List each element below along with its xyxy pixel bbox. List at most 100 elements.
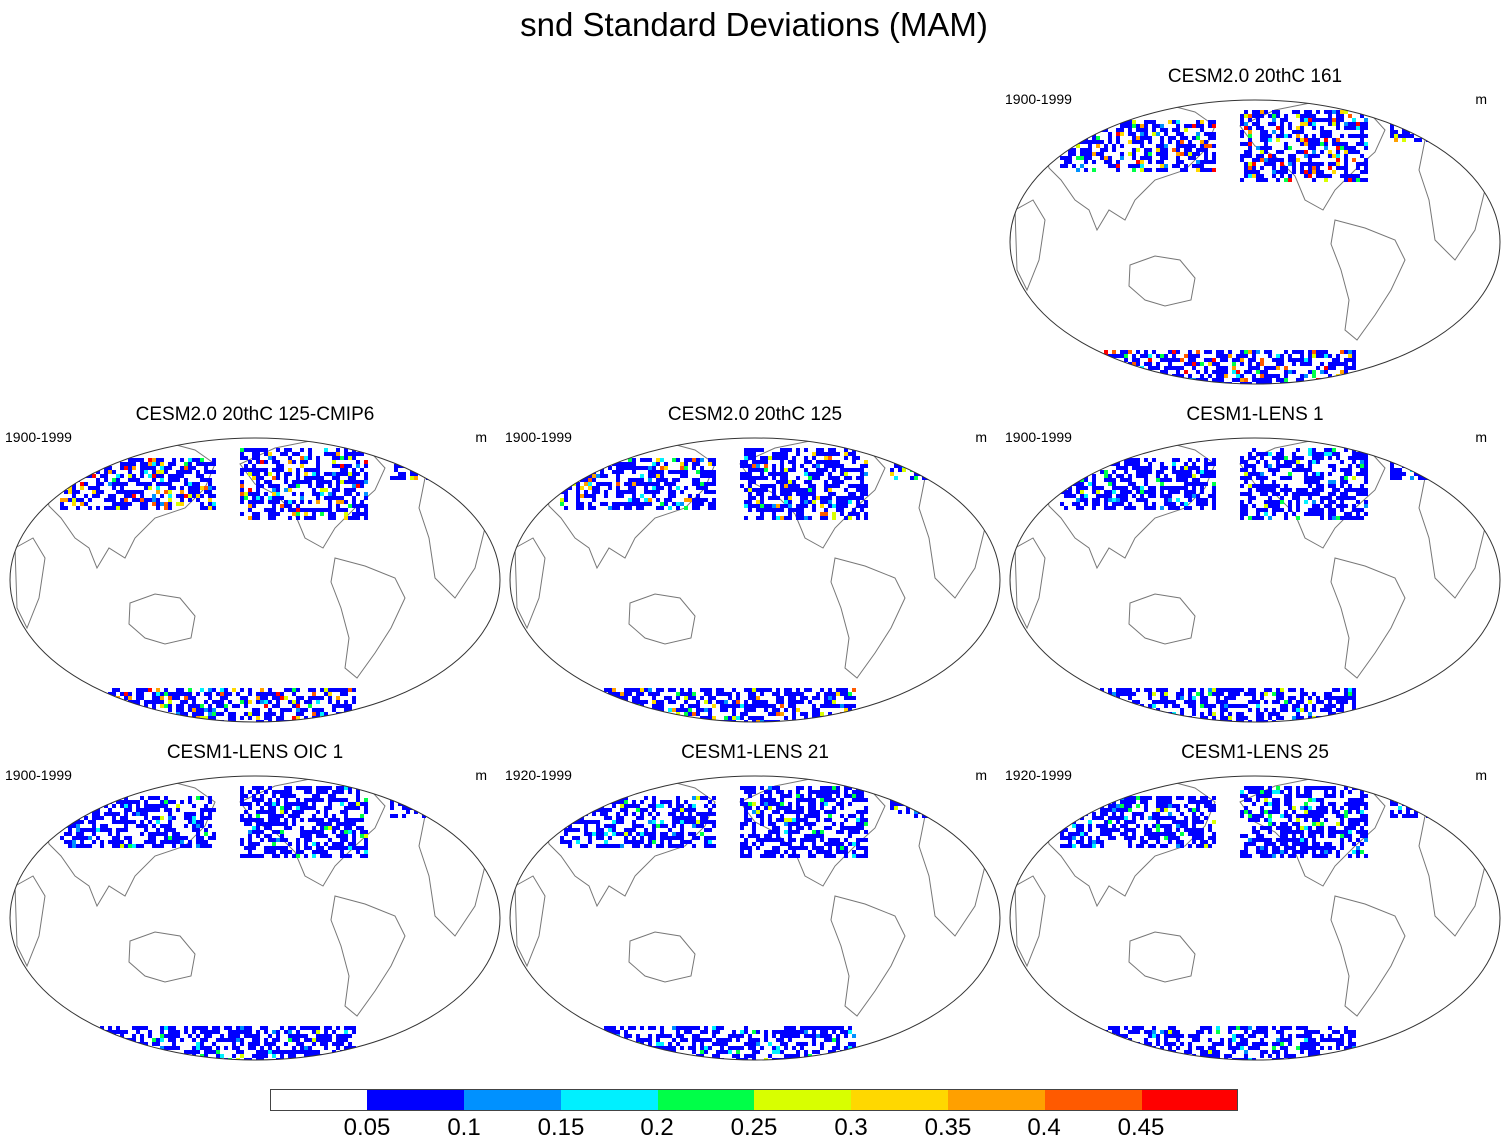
snow-cell	[196, 708, 200, 712]
snow-cell	[136, 720, 140, 722]
snow-cell	[1120, 362, 1124, 366]
snow-cell	[772, 512, 776, 516]
snow-cell	[1348, 688, 1352, 692]
snow-cell	[320, 488, 324, 492]
snow-cell	[1418, 122, 1422, 126]
snow-cell	[280, 794, 284, 798]
snow-cell	[1352, 118, 1356, 122]
snow-cell	[692, 478, 696, 482]
snow-cell	[92, 796, 96, 800]
snow-cell	[1348, 174, 1352, 178]
snow-cell	[1328, 452, 1332, 456]
snow-cell	[136, 482, 140, 486]
snow-cell	[1180, 486, 1184, 490]
snow-cell	[788, 512, 792, 516]
snow-cell	[716, 688, 720, 692]
snow-cell	[348, 846, 352, 850]
snow-cell	[276, 854, 280, 858]
snow-cell	[1272, 468, 1276, 472]
snow-cell	[96, 470, 100, 474]
snow-cell	[300, 818, 304, 822]
snow-cell	[136, 458, 140, 462]
snow-cell	[1316, 162, 1320, 166]
snow-cell	[816, 472, 820, 476]
snow-cell	[248, 850, 252, 854]
snow-cell	[68, 478, 72, 482]
snow-cell	[808, 516, 812, 520]
snow-cell	[236, 1046, 240, 1050]
snow-cell	[640, 506, 644, 510]
snow-cell	[848, 696, 852, 700]
snow-cell	[292, 484, 296, 488]
snow-cell	[812, 504, 816, 508]
panel-units: m	[1475, 429, 1487, 445]
snow-cell	[1316, 460, 1320, 464]
snow-cell	[812, 456, 816, 460]
snow-cell	[168, 1034, 172, 1038]
snow-cell	[1068, 120, 1072, 124]
snow-cell	[204, 808, 208, 812]
snow-cell	[632, 720, 636, 722]
snow-cell	[276, 1050, 280, 1054]
snow-cell	[188, 696, 192, 700]
snow-cell	[1252, 162, 1256, 166]
snow-cell	[1320, 700, 1324, 704]
snow-cell	[1268, 378, 1272, 382]
snow-cell	[696, 470, 700, 474]
snow-cell	[1208, 160, 1212, 164]
snow-cell	[252, 786, 256, 790]
snow-cell	[200, 820, 204, 824]
snow-cell	[284, 826, 288, 830]
snow-cell	[276, 798, 280, 802]
snow-cell	[320, 786, 324, 790]
snow-cell	[1072, 470, 1076, 474]
snow-cell	[132, 1038, 136, 1042]
snow-cell	[1064, 494, 1068, 498]
snow-cell	[292, 452, 296, 456]
snow-cell	[664, 466, 668, 470]
snow-cell	[1264, 464, 1268, 468]
snow-cell	[1332, 448, 1336, 452]
snow-cell	[192, 824, 196, 828]
snow-cell	[680, 470, 684, 474]
snow-cell	[1284, 464, 1288, 468]
snow-cell	[1344, 504, 1348, 508]
snow-cell	[1216, 692, 1220, 696]
snow-cell	[1340, 516, 1344, 520]
snow-cell	[104, 824, 108, 828]
snow-cell	[1180, 382, 1184, 384]
snow-cell	[1252, 358, 1256, 362]
snow-cell	[1284, 484, 1288, 488]
snow-cell	[84, 804, 88, 808]
snow-cell	[216, 700, 220, 704]
snow-cell	[1244, 126, 1248, 130]
snow-cell	[1268, 162, 1272, 166]
snow-cell	[272, 806, 276, 810]
snow-cell	[788, 508, 792, 512]
snow-cell	[364, 504, 368, 508]
snow-cell	[852, 456, 856, 460]
snow-cell	[1336, 114, 1340, 118]
snow-cell	[1260, 178, 1264, 182]
snow-cell	[812, 484, 816, 488]
snow-cell	[200, 494, 204, 498]
snow-cell	[1208, 462, 1212, 466]
snow-cell	[1104, 700, 1108, 704]
snow-cell	[604, 482, 608, 486]
snow-cell	[576, 482, 580, 486]
snow-cell	[1088, 152, 1092, 156]
snow-cell	[1176, 132, 1180, 136]
snow-cell	[1276, 126, 1280, 130]
snow-cell	[1116, 462, 1120, 466]
snow-cell	[148, 720, 152, 722]
snow-cell	[96, 462, 100, 466]
snow-cell	[894, 476, 898, 480]
snow-cell	[280, 692, 284, 696]
snow-cell	[288, 504, 292, 508]
snow-cell	[188, 844, 192, 848]
snow-cell	[1328, 448, 1332, 452]
snow-cell	[792, 692, 796, 696]
snow-cell	[728, 716, 732, 720]
snow-cell	[60, 824, 64, 828]
snow-cell	[772, 504, 776, 508]
